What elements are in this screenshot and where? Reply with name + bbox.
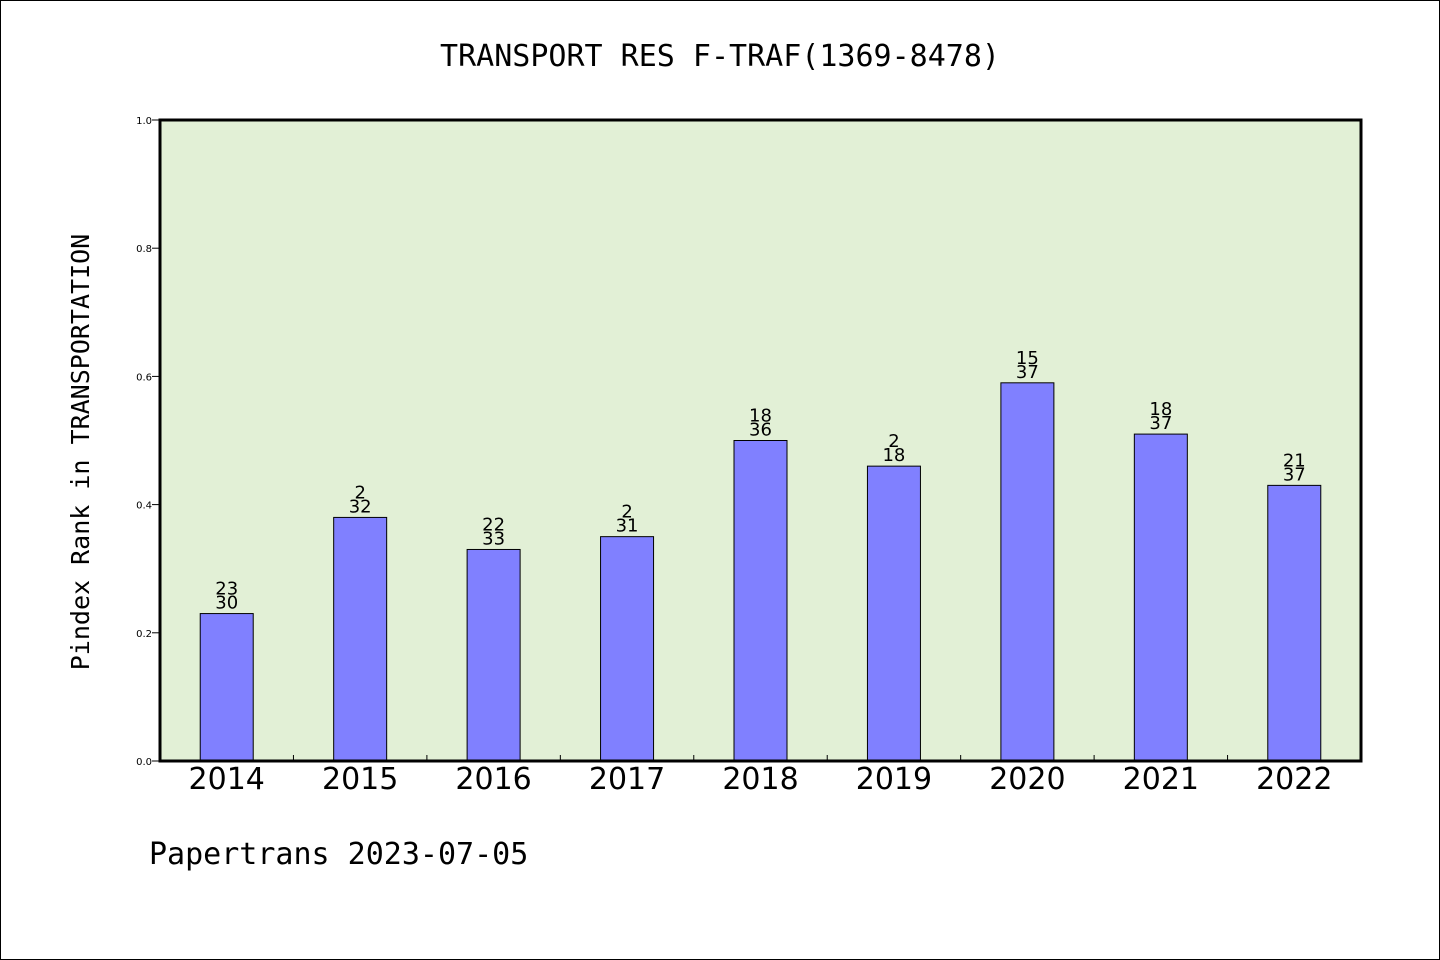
bar-label-top: 21: [1283, 450, 1306, 471]
bar-label-bottom: 37: [1149, 413, 1172, 434]
bar-2021: [1133, 433, 1188, 762]
x-tick-label: 2019: [856, 762, 932, 797]
bar-2020: [1000, 382, 1055, 762]
bar-2014: [199, 613, 254, 762]
bar-label-bottom: 18: [882, 445, 905, 466]
x-tick-label: 2022: [1256, 762, 1332, 797]
footer-text: Papertrans 2023-07-05: [149, 837, 528, 872]
bar-label-bottom: 32: [349, 496, 372, 517]
y-tick-label: 0.2: [136, 629, 152, 640]
bar-2016: [466, 548, 521, 762]
bar-label-bottom: 33: [482, 528, 505, 549]
bar-label-top: 22: [482, 514, 505, 535]
ticks-group: 0.0 0.2 0.4 0.6 0.8 1.0 2014 2015 2016 2017 2018 20…: [136, 116, 1332, 797]
bar-2015: [333, 516, 388, 762]
bar-2018: [733, 440, 788, 762]
y-tick-label: 0.0: [136, 757, 152, 768]
bar-label-bottom: 31: [616, 516, 639, 537]
plot-border: [158, 118, 1363, 763]
bar-label-top: 18: [1149, 399, 1172, 420]
y-tick-label: 1.0: [136, 116, 152, 127]
y-tick-label: 0.6: [136, 372, 152, 383]
bar-label-bottom: 30: [215, 593, 238, 614]
x-tick-label: 2021: [1123, 762, 1199, 797]
x-tick-label: 2020: [989, 762, 1065, 797]
x-tick-label: 2017: [589, 762, 665, 797]
x-tick-label: 2016: [455, 762, 531, 797]
x-tick-label: 2015: [322, 762, 398, 797]
bar-2022: [1267, 484, 1322, 762]
x-tick-label: 2018: [722, 762, 798, 797]
x-tick-label: 2014: [189, 762, 265, 797]
bar-label-bottom: 37: [1283, 464, 1306, 485]
bar-label-bottom: 36: [749, 420, 772, 441]
bar-label-top: 2: [621, 502, 632, 523]
bar-label-top: 15: [1016, 348, 1039, 369]
bar-label-bottom: 37: [1016, 362, 1039, 383]
y-tick-label: 0.4: [136, 501, 152, 512]
bar-label-top: 18: [749, 406, 772, 427]
y-axis-label: Pindex Rank in TRANSPORTATION: [66, 234, 95, 671]
bar-label-top: 23: [215, 579, 238, 600]
bar-2019: [866, 465, 921, 762]
chart-title: TRANSPORT RES F-TRAF(1369-8478): [440, 39, 1000, 74]
bar-2017: [600, 536, 655, 762]
bar-label-top: 2: [354, 482, 365, 503]
bar-label-top: 2: [888, 431, 899, 452]
y-tick-label: 0.8: [136, 244, 152, 255]
